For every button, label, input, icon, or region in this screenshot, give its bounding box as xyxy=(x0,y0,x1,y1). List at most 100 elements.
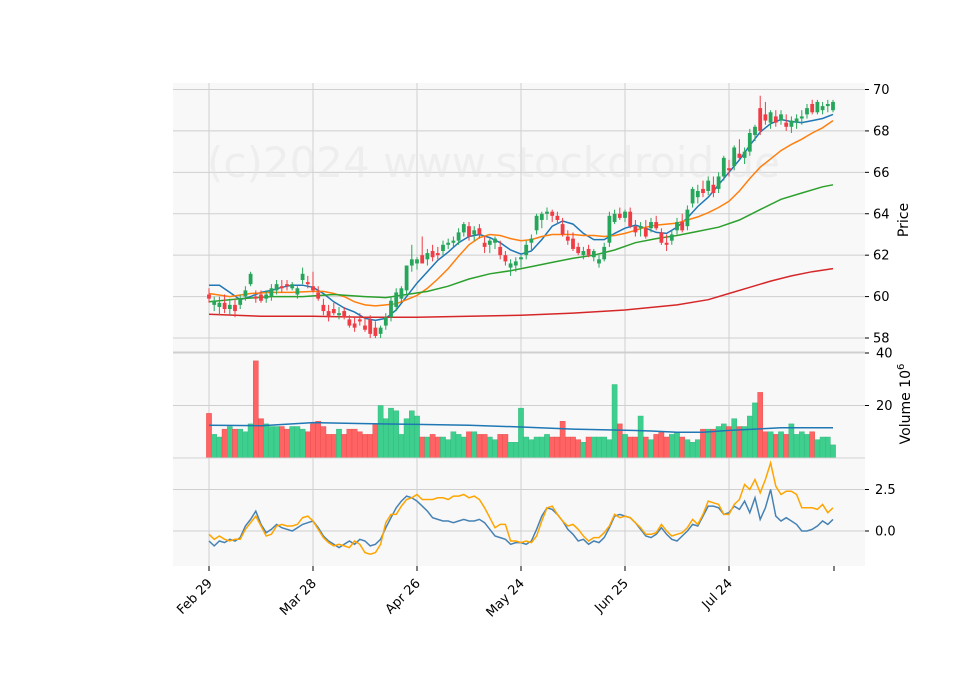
candle xyxy=(498,240,503,260)
candle-body xyxy=(773,116,778,123)
candle xyxy=(664,234,669,252)
candle xyxy=(222,294,227,314)
candle xyxy=(467,222,471,241)
candle-body xyxy=(513,261,518,266)
volume-bar xyxy=(481,434,488,459)
candle-body xyxy=(295,288,300,295)
volume-bar xyxy=(247,423,254,459)
candle-body xyxy=(545,211,549,214)
watermark-text: (c)2024 www.stockdroid.de xyxy=(207,138,780,187)
candle-body xyxy=(399,288,404,299)
x-tick-label: Apr 26 xyxy=(383,576,424,617)
candle-body xyxy=(331,309,336,314)
volume-bar xyxy=(653,434,659,459)
candle-body xyxy=(347,319,352,326)
volume-bar xyxy=(762,431,769,459)
candle xyxy=(352,317,357,332)
candle-body xyxy=(472,230,477,235)
candle-body xyxy=(435,253,440,256)
candle xyxy=(233,298,237,318)
candle-body xyxy=(576,246,581,254)
candle-body xyxy=(607,215,612,243)
candle-body xyxy=(617,213,622,218)
volume-bar xyxy=(226,426,233,459)
candle xyxy=(690,186,695,208)
candle-body xyxy=(383,317,388,326)
candle xyxy=(794,114,799,129)
indicator-line-2 xyxy=(208,460,834,555)
candle-body xyxy=(555,215,560,220)
volume-bar xyxy=(315,421,322,459)
candle-body xyxy=(493,238,497,243)
candle xyxy=(805,103,809,119)
volume-bar xyxy=(341,434,348,459)
candle xyxy=(825,99,830,113)
candle-body xyxy=(227,304,232,310)
volume-bar xyxy=(606,439,613,459)
volume-bar xyxy=(799,431,805,459)
volume-bar xyxy=(528,439,535,459)
volume-bar xyxy=(346,428,353,459)
moving-average-line-3 xyxy=(208,184,834,303)
candle xyxy=(404,265,409,295)
volume-bar xyxy=(570,436,576,459)
candle xyxy=(305,275,310,289)
price-tick-label: 62 xyxy=(873,249,890,264)
candle-body xyxy=(810,103,815,113)
volume-bar xyxy=(216,436,223,459)
candle-body xyxy=(519,257,523,260)
candle-body xyxy=(207,294,211,299)
volume-bar xyxy=(393,410,400,459)
volume-bar xyxy=(591,436,597,459)
candle xyxy=(253,290,258,303)
candle xyxy=(701,180,705,198)
candle-body xyxy=(482,242,487,247)
volume-bar xyxy=(492,439,498,459)
indicator-tick-label: 0.0 xyxy=(875,525,896,540)
candle-body xyxy=(628,211,633,227)
volume-bar xyxy=(299,428,306,459)
candle-body xyxy=(222,302,227,310)
candle-body xyxy=(649,222,653,229)
candle-body xyxy=(248,273,253,285)
volume-bar xyxy=(721,423,727,459)
candle-body xyxy=(238,298,243,305)
candle xyxy=(732,145,737,171)
volume-bar xyxy=(695,439,701,459)
volume-bar xyxy=(294,426,301,459)
candle xyxy=(373,321,378,338)
candle xyxy=(331,302,336,316)
volume-bar xyxy=(398,434,405,459)
volume-bar xyxy=(752,402,758,459)
volume-bar xyxy=(211,434,218,459)
candle xyxy=(300,267,305,285)
volume-bar xyxy=(533,436,540,459)
candle-body xyxy=(394,292,399,307)
candle xyxy=(477,224,482,239)
candle-body xyxy=(316,292,321,299)
candle xyxy=(264,290,269,303)
candle-body xyxy=(565,236,570,241)
candle xyxy=(768,110,773,129)
volume-bar xyxy=(637,415,644,459)
volume-bar xyxy=(736,426,743,459)
volume-bar xyxy=(710,428,717,459)
candle xyxy=(321,298,326,316)
candle xyxy=(784,114,789,131)
volume-bar xyxy=(232,428,238,459)
candle xyxy=(295,286,300,299)
candle xyxy=(227,298,232,316)
candle-body xyxy=(311,286,315,291)
candle-body xyxy=(784,122,789,127)
volume-bar xyxy=(388,407,394,459)
candle-body xyxy=(409,259,414,266)
volume-axis-label-exponent: 6 xyxy=(896,364,907,370)
candle xyxy=(758,95,763,136)
candle xyxy=(274,280,279,295)
candle xyxy=(446,238,451,249)
candle xyxy=(383,313,388,330)
candle-body xyxy=(503,255,508,262)
volume-bar xyxy=(336,428,342,459)
candle xyxy=(727,159,731,177)
